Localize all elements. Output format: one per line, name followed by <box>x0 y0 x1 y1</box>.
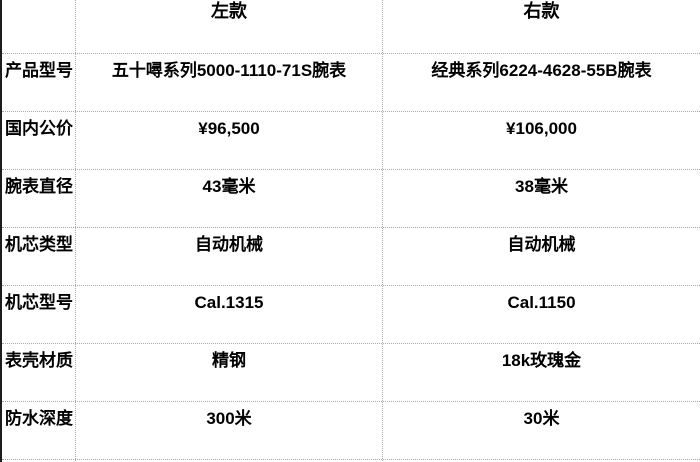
cell-right-value: 30米 <box>382 402 700 459</box>
row-label: 表壳材质 <box>5 351 73 370</box>
table-row-watch-diameter: 腕表直径 43毫米 38毫米 <box>2 169 700 227</box>
table-row-movement-model: 机芯型号 Cal.1315 Cal.1150 <box>2 285 700 343</box>
row-label: 腕表直径 <box>5 177 73 196</box>
row-label: 产品型号 <box>5 61 73 80</box>
cell-right-value: Cal.1150 <box>382 286 700 343</box>
cell-right-value: 自动机械 <box>382 228 700 285</box>
row-label: 防水深度 <box>5 409 73 428</box>
table-row-product-model: 产品型号 五十噚系列5000-1110-71S腕表 经典系列6224-4628-… <box>2 53 700 111</box>
cell-left-value: 自动机械 <box>75 228 382 285</box>
cell-left-value: Cal.1315 <box>75 286 382 343</box>
cell-left-value: 精钢 <box>75 344 382 401</box>
cell-right-value: 38毫米 <box>382 170 700 227</box>
cell-left-value: 300米 <box>75 402 382 459</box>
table-row-partial-cutoff <box>2 459 700 462</box>
header-empty-cell <box>2 0 75 53</box>
table-row-water-resistance: 防水深度 300米 30米 <box>2 401 700 459</box>
cell-left-value: ¥96,500 <box>75 112 382 169</box>
header-row: 左款 右款 <box>2 0 700 53</box>
cell-left-value <box>75 460 382 462</box>
column-header-left-model: 左款 <box>75 0 382 53</box>
column-header-right-model: 右款 <box>382 0 700 53</box>
cell-left-value: 43毫米 <box>75 170 382 227</box>
row-label: 机芯类型 <box>5 235 73 254</box>
row-label: 国内公价 <box>5 119 73 138</box>
table-row-case-material: 表壳材质 精钢 18k玫瑰金 <box>2 343 700 401</box>
cell-left-value: 五十噚系列5000-1110-71S腕表 <box>75 54 382 111</box>
row-label: 机芯型号 <box>5 293 73 312</box>
cell-right-value: 18k玫瑰金 <box>382 344 700 401</box>
table-row-domestic-price: 国内公价 ¥96,500 ¥106,000 <box>2 111 700 169</box>
cell-right-value <box>382 460 700 462</box>
cell-right-value: 经典系列6224-4628-55B腕表 <box>382 54 700 111</box>
table-row-movement-type: 机芯类型 自动机械 自动机械 <box>2 227 700 285</box>
cell-right-value: ¥106,000 <box>382 112 700 169</box>
